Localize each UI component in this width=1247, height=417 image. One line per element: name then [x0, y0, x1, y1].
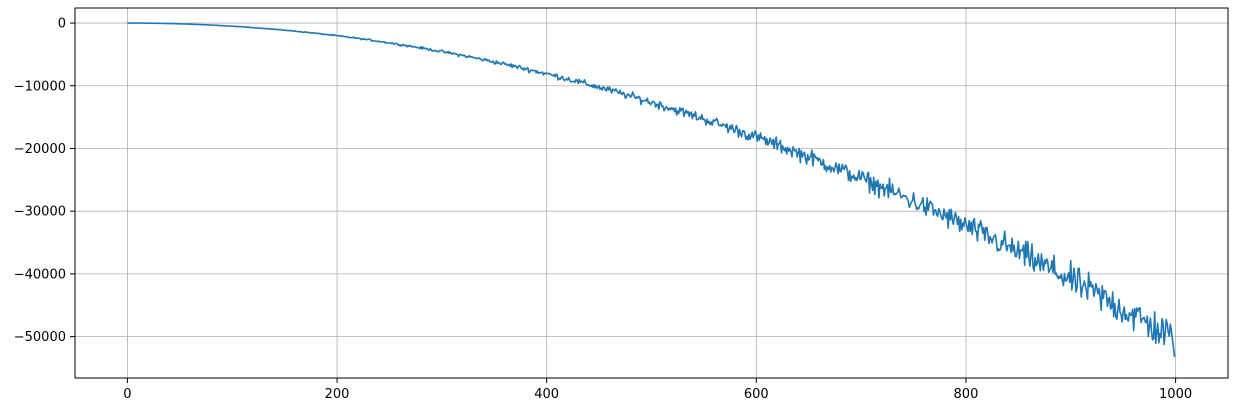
- y-tick-label: −40000: [14, 267, 66, 282]
- series-group: [127, 22, 1176, 358]
- x-tick-label: 800: [954, 387, 979, 402]
- x-tick-label: 200: [325, 387, 350, 402]
- y-tick-label: −20000: [14, 142, 66, 157]
- plot-background: [75, 8, 1228, 378]
- y-tick-label: −50000: [14, 330, 66, 345]
- series-line: [127, 22, 1176, 358]
- x-tick-label: 600: [744, 387, 769, 402]
- y-axis: 0 −10000 −20000 −30000 −40000 −50000: [14, 17, 75, 345]
- x-tick-label: 400: [534, 387, 559, 402]
- x-tick-label: 0: [123, 387, 131, 402]
- y-tick-label: −30000: [14, 205, 66, 220]
- x-axis: 0 200 400 600 800 1000: [123, 378, 1192, 402]
- plot-frame: [74, 7, 1229, 379]
- x-tick-label: 1000: [1159, 387, 1192, 402]
- y-tick-label: −10000: [14, 79, 66, 94]
- grid: [75, 8, 1228, 378]
- y-tick-label: 0: [58, 17, 66, 32]
